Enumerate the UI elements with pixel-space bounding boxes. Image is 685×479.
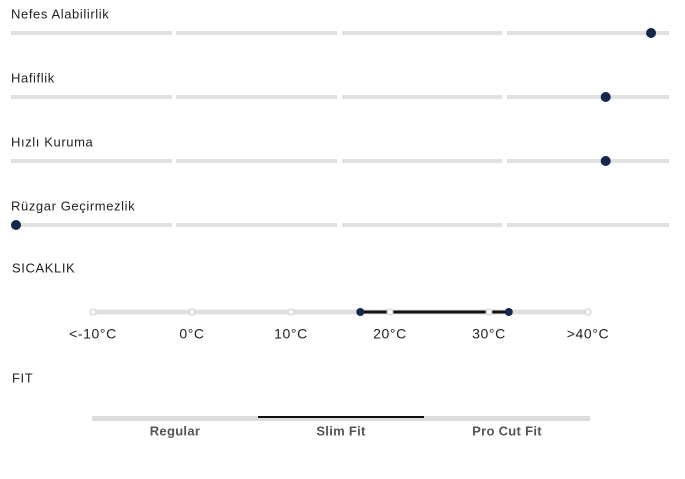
track-segment: [342, 223, 502, 227]
track-segment: [507, 31, 669, 35]
track-segment: [176, 223, 337, 227]
temp-tick: [89, 308, 97, 316]
track-segment: [11, 95, 172, 99]
attribute-label: Rüzgar Geçirmezlik: [11, 198, 135, 213]
section-title: FIT: [12, 370, 33, 385]
temp-track: [93, 309, 588, 315]
track-segment: [11, 31, 172, 35]
range-handle: [356, 308, 365, 316]
track-segment: [176, 95, 337, 99]
section-title: SICAKLIK: [12, 260, 75, 275]
temp-tick-label: 30°C: [472, 326, 506, 342]
fit-option: Slim Fit: [316, 423, 366, 438]
temp-tick: [287, 308, 295, 316]
track-segment: [176, 31, 337, 35]
attribute-label: Hafiflik: [11, 70, 55, 85]
temp-tick-label: 0°C: [179, 326, 204, 342]
level-dot: [646, 28, 657, 38]
attribute-label: Nefes Alabilirlik: [11, 6, 109, 21]
level-dot: [600, 156, 611, 166]
temp-tick-label: 10°C: [274, 326, 308, 342]
track-segment: [507, 95, 669, 99]
temp-tick-label: 20°C: [373, 326, 407, 342]
fit-option: Regular: [150, 423, 201, 438]
track-segment: [342, 95, 502, 99]
fit-track: [92, 416, 590, 421]
level-dot: [11, 220, 21, 230]
fit-selected: [258, 416, 424, 418]
level-dot: [600, 92, 611, 102]
track-segment: [342, 159, 502, 163]
temp-tick-label: >40°C: [567, 326, 609, 342]
track-segment: [176, 159, 337, 163]
temp-tick: [485, 308, 493, 316]
temp-tick: [386, 308, 394, 316]
temp-tick-label: <-10°C: [69, 326, 117, 342]
range-handle: [504, 308, 513, 316]
track-segment: [507, 159, 669, 163]
fit-option: Pro Cut Fit: [472, 423, 542, 438]
attribute-label: Hızlı Kuruma: [11, 134, 94, 149]
temp-tick: [188, 308, 196, 316]
temp-tick: [584, 308, 592, 316]
track-segment: [342, 31, 502, 35]
track-segment: [11, 223, 172, 227]
track-segment: [507, 223, 669, 227]
track-segment: [11, 159, 172, 163]
